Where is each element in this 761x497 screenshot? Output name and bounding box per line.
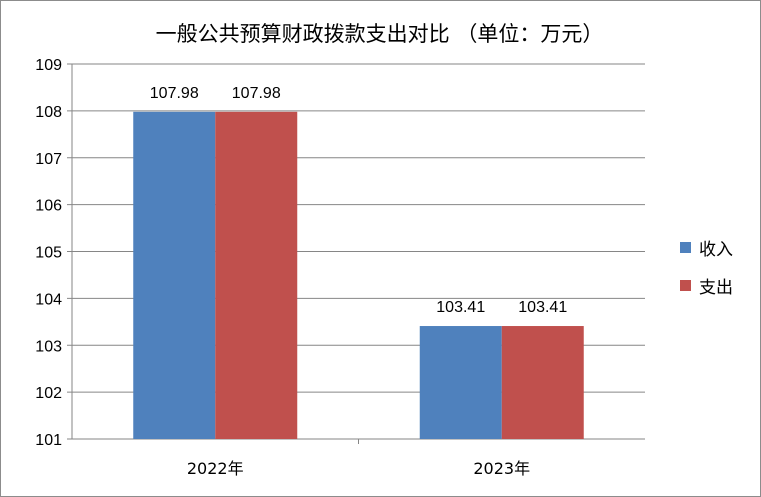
y-tick-label: 108	[35, 104, 62, 121]
x-category-label: 2023年	[473, 459, 530, 478]
legend-item-income: 收入	[680, 236, 733, 260]
legend-label-income: 收入	[699, 239, 733, 260]
y-tick-label: 103	[35, 338, 62, 355]
data-label: 107.98	[232, 85, 281, 102]
y-tick-label: 104	[35, 291, 62, 308]
legend-label-expense: 支出	[699, 277, 733, 298]
y-tick-label: 102	[35, 385, 62, 402]
bar-expense	[501, 326, 584, 439]
bar-expense	[215, 111, 298, 439]
y-tick-label: 101	[35, 432, 62, 449]
x-category-label: 2022年	[187, 459, 244, 478]
data-label: 107.98	[150, 85, 199, 102]
legend: 收入 支出	[680, 236, 733, 312]
data-label: 103.41	[518, 299, 567, 316]
y-tick-label: 107	[35, 151, 62, 168]
y-tick-label: 105	[35, 245, 62, 262]
y-tick-label: 109	[35, 57, 62, 74]
legend-swatch-income	[680, 241, 691, 253]
chart-title: 一般公共预算财政拨款支出对比 （单位：万元）	[155, 22, 604, 46]
bar-income	[133, 111, 216, 439]
legend-item-expense: 支出	[680, 274, 733, 298]
data-label: 103.41	[436, 299, 485, 316]
legend-swatch-expense	[680, 279, 691, 291]
y-tick-label: 106	[35, 198, 62, 215]
bar-income	[419, 326, 502, 439]
